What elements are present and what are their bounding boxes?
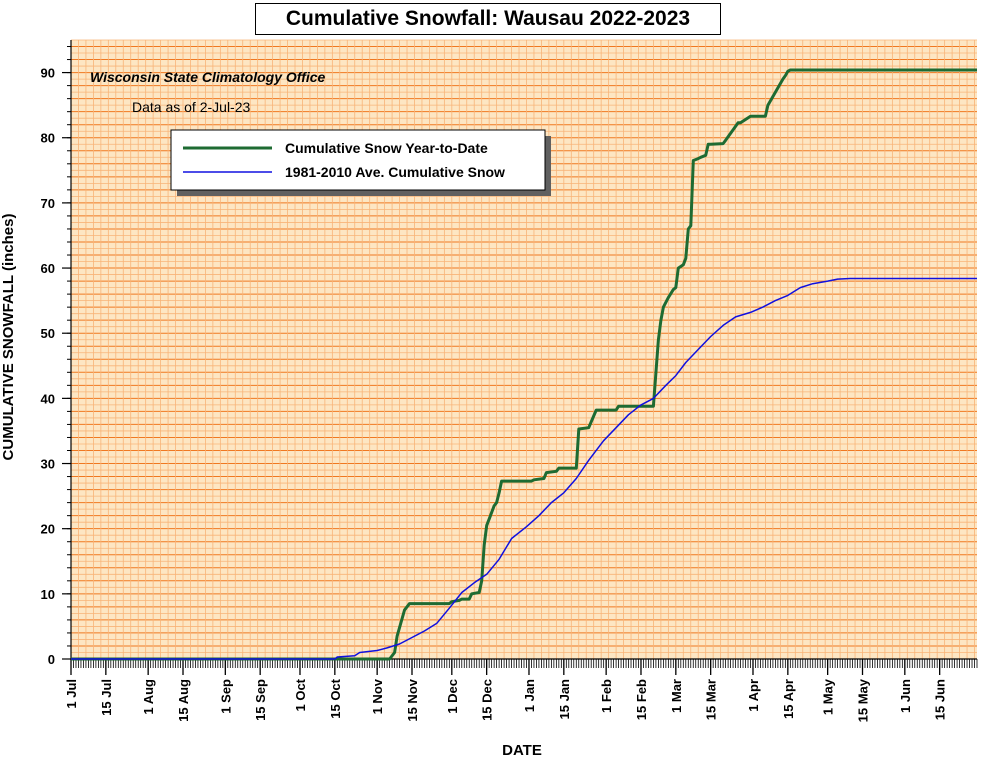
series-line-average (71, 277, 977, 660)
x-tick-label: 1 Sep (218, 679, 233, 714)
x-tick-label: 1 Aug (141, 679, 156, 715)
x-tick-label: 1 Mar (669, 679, 684, 713)
legend-label-average: 1981-2010 Ave. Cumulative Snow (285, 164, 505, 180)
y-tick-label: 50 (41, 326, 55, 341)
x-tick-label: 15 Sep (253, 679, 268, 721)
x-tick-label: 1 Apr (746, 679, 761, 712)
x-tick-label: 1 Nov (370, 678, 385, 714)
x-tick-label: 15 Oct (328, 678, 343, 718)
x-tick-label: 15 Feb (634, 679, 649, 720)
series-lines (71, 68, 977, 661)
y-tick-label: 20 (41, 522, 55, 537)
y-tick-label: 80 (41, 131, 55, 146)
x-tick-label: 15 Mar (704, 679, 719, 720)
y-axis-label: CUMULATIVE SNOWFALL (inches) (0, 214, 17, 461)
x-tick-label: 1 Jan (522, 679, 537, 712)
x-tick-label: 15 May (856, 678, 871, 722)
legend-label-snow-ytd: Cumulative Snow Year-to-Date (285, 140, 488, 156)
x-tick-label: 1 Feb (599, 679, 614, 713)
y-tick-label: 0 (48, 652, 55, 667)
chart-subtitle: Wisconsin State Climatology Office (90, 69, 326, 85)
x-tick-label: 15 Aug (176, 679, 191, 722)
x-tick-label: 1 May (821, 678, 836, 715)
y-tick-label: 30 (41, 457, 55, 472)
x-axis-label: DATE (502, 742, 542, 759)
y-tick-label: 40 (41, 391, 55, 406)
x-tick-label: 15 Jul (99, 679, 114, 716)
x-tick-label: 1 Jul (64, 679, 79, 709)
axes: 0 10 20 30 40 50 60 70 80 90 1 Jul 15 Jul 1 Aug 15 Au… (41, 40, 978, 722)
x-tick-label: 15 Dec (480, 679, 495, 721)
y-tick-label: 70 (41, 196, 55, 211)
x-tick-label: 1 Dec (445, 679, 460, 714)
x-tick-label: 15 Jan (557, 679, 572, 720)
x-tick-label: 15 Apr (781, 679, 796, 719)
x-tick-label: 1 Jun (898, 679, 913, 713)
x-tick-label: 15 Nov (405, 678, 420, 721)
legend: Cumulative Snow Year-to-Date 1981-2010 A… (170, 129, 551, 196)
legend-box (170, 129, 546, 191)
data-date-note: Data as of 2-Jul-23 (132, 99, 250, 115)
y-tick-label: 10 (41, 587, 55, 602)
x-tick-label: 1 Oct (293, 678, 308, 711)
y-tick-label: 90 (41, 66, 55, 81)
series-line-snow-ytd (71, 68, 977, 661)
x-tick-label: 15 Jun (933, 679, 948, 720)
chart-title: Cumulative Snowfall: Wausau 2022-2023 (255, 3, 721, 35)
y-tick-label: 60 (41, 261, 55, 276)
